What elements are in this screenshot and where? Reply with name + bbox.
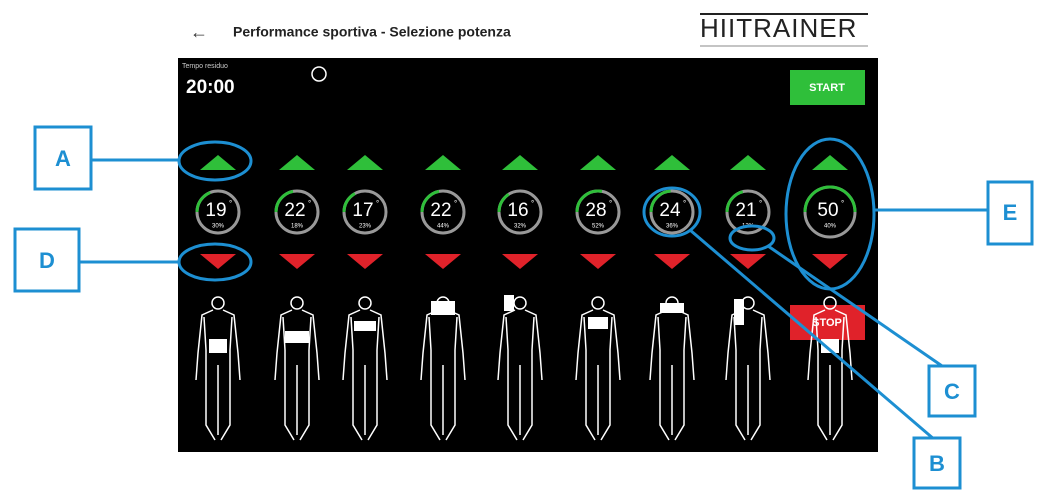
- muscle-area: [285, 331, 309, 343]
- percent-value: 30%: [212, 224, 225, 230]
- power-unit: °: [609, 199, 612, 208]
- power-unit: °: [841, 199, 844, 208]
- callout-label: E: [1003, 200, 1018, 225]
- power-unit: °: [454, 199, 457, 208]
- callout-label: D: [39, 248, 55, 273]
- callout-label: C: [944, 379, 960, 404]
- callout-label: B: [929, 451, 945, 476]
- timer-value: 20:00: [186, 77, 235, 98]
- muscle-area: [354, 321, 376, 331]
- power-unit: °: [376, 199, 379, 208]
- callout-label: A: [55, 146, 71, 171]
- screenshot: ← Performance sportiva - Selezione poten…: [0, 0, 1039, 492]
- muscle-area: [660, 303, 684, 313]
- power-unit: °: [308, 199, 311, 208]
- percent-value: 32%: [514, 224, 527, 230]
- power-value: 21: [735, 200, 756, 221]
- muscle-area: [209, 339, 227, 353]
- power-value: 50: [817, 200, 838, 221]
- percent-value: 52%: [592, 224, 605, 230]
- power-value: 22: [284, 200, 305, 221]
- percent-value: 18%: [291, 224, 304, 230]
- timer-label: Tempo residuo: [182, 63, 228, 70]
- percent-value: 40%: [824, 224, 837, 230]
- muscle-area: [431, 301, 455, 315]
- power-value: 17: [352, 200, 373, 221]
- power-value: 22: [430, 200, 451, 221]
- power-unit: °: [531, 199, 534, 208]
- muscle-area: [734, 299, 744, 325]
- percent-value: 44%: [437, 224, 450, 230]
- power-unit: °: [229, 199, 232, 208]
- power-value: 24: [659, 200, 681, 221]
- power-value: 19: [205, 200, 226, 221]
- logo: HIITRAINER: [700, 13, 857, 43]
- percent-value: 23%: [359, 224, 372, 230]
- muscle-area: [588, 317, 608, 329]
- page: ← Performance sportiva - Selezione poten…: [0, 0, 1039, 492]
- power-value: 16: [507, 200, 528, 221]
- power-unit: °: [683, 199, 686, 208]
- page-title: Performance sportiva - Selezione potenza: [233, 24, 511, 40]
- power-value: 28: [585, 200, 606, 221]
- muscle-area: [504, 295, 514, 311]
- power-unit: °: [759, 199, 762, 208]
- percent-value: 36%: [666, 224, 679, 230]
- start-label: START: [809, 82, 845, 94]
- back-arrow[interactable]: ←: [190, 22, 208, 42]
